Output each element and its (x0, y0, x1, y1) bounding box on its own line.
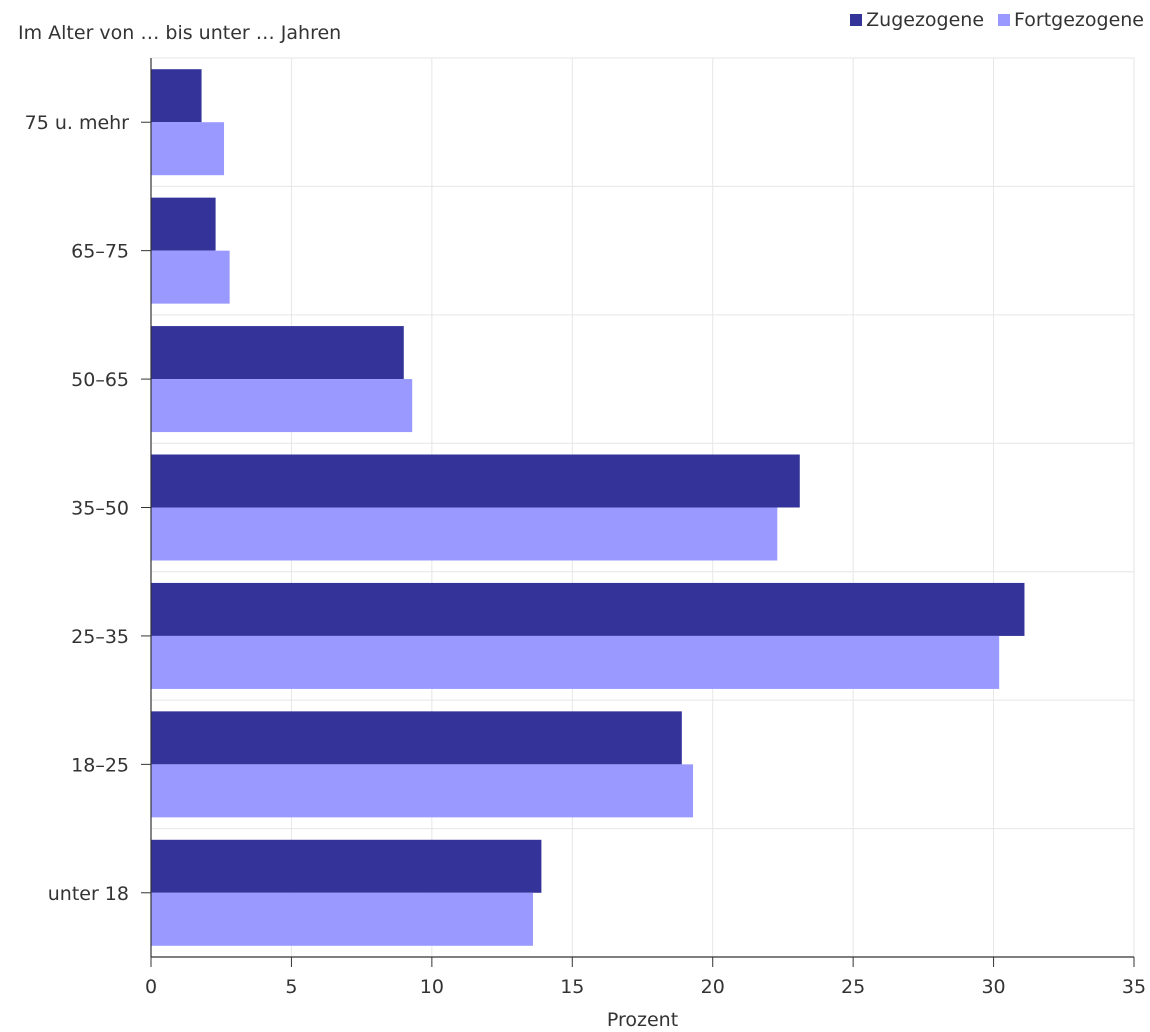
y-tick-label: 65–75 (71, 241, 129, 263)
x-tick-label: 35 (1122, 976, 1146, 998)
x-axis-title: Prozent (607, 1009, 678, 1031)
bar-zugezogene (151, 197, 216, 251)
y-tick-label: 75 u. mehr (25, 112, 130, 134)
bar-fortgezogene (151, 379, 413, 433)
legend-label-fortgezogene: Fortgezogene (1014, 9, 1144, 31)
y-tick-label: 25–35 (71, 626, 129, 648)
y-tick-label: 18–25 (71, 754, 129, 776)
x-tick-label: 0 (145, 976, 157, 998)
legend-swatch-zugezogene (850, 14, 863, 26)
bar-fortgezogene (151, 122, 225, 176)
bar-fortgezogene (151, 764, 694, 818)
x-tick-label: 10 (420, 976, 444, 998)
bar-zugezogene (151, 839, 542, 893)
x-tick-label: 30 (981, 976, 1005, 998)
y-tick-label: 35–50 (71, 498, 129, 520)
y-axis-title: Im Alter von … bis unter … Jahren (18, 22, 342, 44)
bar-zugezogene (151, 454, 800, 508)
x-tick-label: 15 (560, 976, 584, 998)
legend-swatch-fortgezogene (998, 14, 1011, 26)
bar-zugezogene (151, 582, 1025, 636)
bar-fortgezogene (151, 892, 533, 946)
bar-zugezogene (151, 711, 682, 765)
x-tick-label: 25 (841, 976, 865, 998)
x-tick-label: 20 (701, 976, 725, 998)
bar-zugezogene (151, 326, 404, 380)
chart-legend: Zugezogene Fortgezogene (836, 9, 1144, 31)
bar-fortgezogene (151, 250, 230, 304)
legend-label-zugezogene: Zugezogene (866, 9, 985, 31)
legend-item-fortgezogene: Fortgezogene (998, 9, 1144, 31)
x-tick-label: 5 (285, 976, 297, 998)
bar-zugezogene (151, 69, 202, 123)
y-tick-label: unter 18 (48, 883, 129, 905)
y-tick-label: 50–65 (71, 369, 129, 391)
legend-item-zugezogene: Zugezogene (850, 9, 984, 31)
bar-fortgezogene (151, 507, 778, 561)
bar-fortgezogene (151, 635, 1000, 689)
